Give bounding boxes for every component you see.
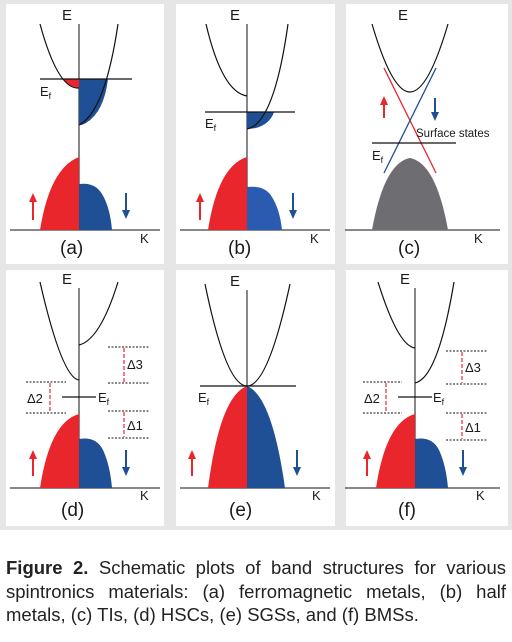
spin-down-valence-band [247, 186, 282, 230]
panel-label: (c) [398, 238, 420, 259]
energy-axis-label: E [62, 7, 72, 24]
spin-down-arrow-icon [122, 467, 130, 476]
caption-text: Schematic plots of band structures for v… [6, 557, 506, 625]
figure-caption: Figure 2. Schematic plots of band struct… [6, 556, 506, 627]
spin-up-arrow-icon [188, 450, 196, 459]
momentum-axis-label: K [140, 488, 149, 503]
spin-up-valence-band [40, 157, 79, 230]
delta3-label: Δ3 [127, 357, 143, 372]
spin-down-conduction-fill [79, 79, 108, 126]
spin-down-conduction-fill [247, 112, 274, 129]
momentum-axis-label: K [476, 488, 485, 503]
fermi-level-label: Ef [205, 116, 217, 133]
fermi-level-label: Ef [433, 390, 445, 407]
momentum-axis-label: K [312, 488, 321, 503]
spin-up-valence-band [40, 414, 79, 488]
spin-up-valence-band [208, 157, 247, 230]
energy-axis-label: E [400, 271, 410, 288]
spin-up-conduction-fill [62, 79, 79, 88]
panel-c: E K Ef Surface states (c) [345, 4, 508, 264]
panel-b: E K Ef (b) [176, 4, 335, 264]
fermi-level-label: Ef [40, 84, 52, 101]
spin-up-arrow-icon [363, 450, 371, 459]
spin-down-valence-band [415, 438, 448, 488]
energy-axis-label: E [230, 273, 240, 290]
delta1-label: Δ1 [465, 420, 481, 435]
spin-down-arrow-icon [431, 112, 439, 121]
delta2-label: Δ2 [364, 391, 380, 406]
panel-d: E K Ef Δ2 Δ3 Δ1 (d) [6, 270, 164, 526]
energy-axis-label: E [398, 7, 408, 24]
panel-label: (e) [229, 500, 252, 521]
panel-f: E K Ef Δ2 Δ3 Δ1 (f) [345, 270, 508, 526]
momentum-axis-label: K [474, 231, 483, 246]
surface-states-label: Surface states [416, 128, 490, 140]
panel-label: (b) [228, 238, 251, 259]
caption-label: Figure 2. [6, 557, 89, 578]
delta1-label: Δ1 [127, 418, 143, 433]
momentum-axis-label: K [310, 231, 319, 246]
fermi-level-label: Ef [198, 390, 210, 407]
spin-up-arrow-icon [196, 193, 204, 202]
spin-down-arrow-icon [293, 467, 301, 476]
panel-label: (a) [60, 238, 83, 259]
spin-up-arrow-icon [380, 96, 388, 105]
spin-down-valence-band [247, 386, 285, 488]
delta2-label: Δ2 [27, 391, 43, 406]
spin-down-arrow-icon [122, 210, 130, 219]
momentum-axis-label: K [140, 231, 149, 246]
panel-e: E K Ef (e) [176, 270, 335, 526]
spin-up-valence-band [208, 386, 247, 488]
delta3-label: Δ3 [465, 360, 481, 375]
fermi-level-label: Ef [98, 390, 110, 407]
surface-state-down [383, 67, 437, 174]
spin-down-arrow-icon [459, 467, 467, 476]
spin-down-valence-band [79, 438, 112, 488]
spin-up-valence-band [376, 414, 415, 488]
spin-up-arrow-icon [29, 193, 37, 202]
figure-panel: E K Ef (a) E K Ef [0, 0, 512, 530]
spin-down-arrow-icon [289, 210, 297, 219]
panel-a: E K Ef (a) [6, 4, 164, 264]
bulk-valence-band [372, 158, 448, 230]
panel-label: (d) [61, 500, 84, 521]
spin-down-valence-band [79, 183, 112, 230]
spin-up-arrow-icon [29, 450, 37, 459]
fermi-level-label: Ef [372, 148, 384, 165]
energy-axis-label: E [62, 271, 72, 288]
bulk-conduction-band [371, 23, 449, 93]
panel-label: (f) [398, 500, 416, 521]
energy-axis-label: E [230, 7, 240, 24]
